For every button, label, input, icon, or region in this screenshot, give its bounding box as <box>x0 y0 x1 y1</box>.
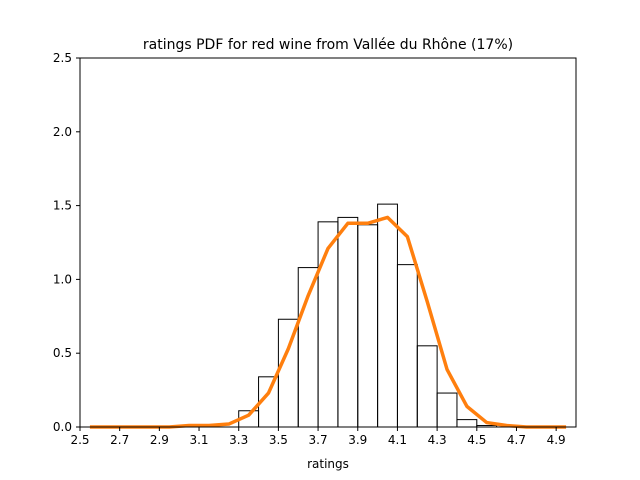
histogram-bin <box>357 224 379 428</box>
x-tick-label: 3.3 <box>229 433 248 447</box>
histogram-bin <box>416 345 438 428</box>
x-tick-label: 4.5 <box>467 433 486 447</box>
y-tick-label: 1.5 <box>53 199 72 213</box>
pdf-line <box>89 215 567 429</box>
histogram-bin <box>277 318 299 428</box>
y-axis: 0.0 0.5 1.0 1.5 2.0 2.5 <box>53 51 80 434</box>
y-tick-label: 1.0 <box>53 272 72 286</box>
plot-frame <box>79 57 577 428</box>
y-tick-label: 0.0 <box>53 420 72 434</box>
x-tick-label: 3.1 <box>189 433 208 447</box>
pdf-line-layer <box>89 215 567 429</box>
x-tick-label: 3.9 <box>348 433 367 447</box>
histogram-bin <box>377 203 398 428</box>
x-axis: 2.5 2.7 2.9 3.1 3.3 3.5 3.7 3.9 4.1 4.3 4.5 4.7 4.9 <box>70 427 566 447</box>
histogram-bin <box>396 264 418 428</box>
y-tick-label: 0.5 <box>53 346 72 360</box>
y-tick-label: 2.0 <box>53 125 72 139</box>
histogram-bin <box>456 419 478 428</box>
x-tick-label: 2.9 <box>150 433 169 447</box>
x-tick-label: 4.9 <box>547 433 566 447</box>
chart-title: ratings PDF for red wine from Vallée du … <box>143 37 513 53</box>
x-tick-label: 3.5 <box>269 433 288 447</box>
histogram-bin <box>436 392 458 428</box>
histogram-bin <box>337 216 359 428</box>
x-tick-label: 4.1 <box>388 433 407 447</box>
x-tick-label: 3.7 <box>309 433 328 447</box>
x-tick-label: 4.7 <box>507 433 526 447</box>
histogram-layer <box>238 203 498 428</box>
x-tick-label: 2.7 <box>110 433 129 447</box>
x-tick-label: 4.3 <box>428 433 447 447</box>
x-tick-label: 2.5 <box>70 433 89 447</box>
y-tick-label: 2.5 <box>53 51 72 65</box>
x-axis-label: ratings <box>307 457 349 471</box>
